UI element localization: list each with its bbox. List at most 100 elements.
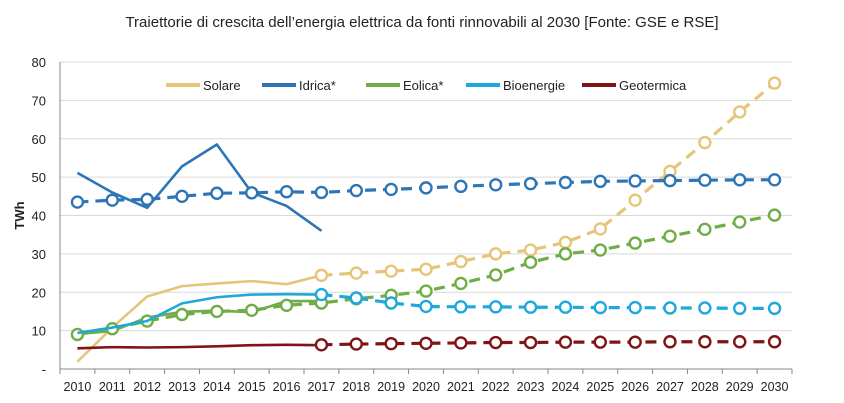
data-point xyxy=(419,262,433,276)
data-point xyxy=(523,300,538,314)
data-point xyxy=(558,235,573,250)
data-point xyxy=(489,268,503,282)
historical-line xyxy=(77,292,322,335)
historical-line xyxy=(77,343,322,350)
series-idrica xyxy=(70,143,782,232)
legend-label: Solare xyxy=(203,78,241,93)
legend-label: Idrica* xyxy=(299,78,336,93)
x-tick-label: 2018 xyxy=(342,380,370,394)
data-point xyxy=(523,176,538,191)
x-tick-label: 2014 xyxy=(203,380,231,394)
historical-line xyxy=(76,143,323,232)
data-point xyxy=(454,254,468,269)
data-point xyxy=(384,296,398,310)
data-point xyxy=(349,266,363,280)
data-point xyxy=(663,301,677,315)
data-point xyxy=(733,215,747,229)
x-tick-label: 2026 xyxy=(621,380,649,394)
data-point xyxy=(733,105,747,119)
legend-label: Bioenergie xyxy=(503,78,565,93)
x-tick-label: 2012 xyxy=(133,380,161,394)
legend-item: Eolica* xyxy=(366,78,443,93)
series-bioenergie xyxy=(77,287,782,335)
y-tick-label: 10 xyxy=(32,324,46,339)
data-point xyxy=(593,335,607,349)
y-tick-label: 40 xyxy=(32,209,46,224)
legend-item: Solare xyxy=(166,78,241,93)
data-point xyxy=(698,135,712,150)
series-solare xyxy=(76,76,782,363)
x-tick-label: 2010 xyxy=(64,380,92,394)
x-tick-label: 2022 xyxy=(482,380,510,394)
x-tick-label: 2028 xyxy=(691,380,719,394)
data-point xyxy=(733,173,747,187)
series-group xyxy=(70,76,782,363)
data-point xyxy=(558,335,573,349)
data-point xyxy=(489,300,503,314)
data-point xyxy=(384,182,398,197)
x-tick-label: 2015 xyxy=(238,380,266,394)
y-tick-label: 70 xyxy=(32,93,46,108)
data-point xyxy=(105,193,119,207)
legend-label: Eolica* xyxy=(403,78,443,93)
y-tick-label: 60 xyxy=(32,132,46,147)
data-point xyxy=(733,335,747,349)
data-point xyxy=(489,247,503,261)
data-point xyxy=(523,335,538,350)
legend-item: Geotermica xyxy=(582,78,687,93)
data-point xyxy=(628,174,642,188)
data-point xyxy=(349,183,363,198)
x-tick-label: 2020 xyxy=(412,380,440,394)
data-point xyxy=(419,336,433,350)
data-point xyxy=(558,175,573,190)
data-point xyxy=(767,335,782,349)
data-point xyxy=(663,229,677,243)
data-point xyxy=(454,336,468,350)
data-point xyxy=(70,327,85,342)
y-axis-label: TWh xyxy=(12,201,27,229)
data-point xyxy=(279,298,294,312)
data-point xyxy=(314,287,329,302)
data-point xyxy=(698,335,712,349)
data-point xyxy=(245,186,259,200)
data-point xyxy=(767,173,782,187)
data-point xyxy=(663,335,677,349)
data-point xyxy=(419,181,433,195)
data-point xyxy=(698,173,712,187)
x-tick-label: 2025 xyxy=(586,380,614,394)
data-point xyxy=(210,186,224,200)
x-tick-label: 2024 xyxy=(552,380,580,394)
data-point xyxy=(314,185,329,200)
data-point xyxy=(175,307,189,322)
data-point xyxy=(593,174,607,189)
data-point xyxy=(767,301,782,316)
data-point xyxy=(698,222,712,237)
data-point xyxy=(279,185,294,199)
x-tick-label: 2016 xyxy=(273,380,301,394)
data-point xyxy=(767,208,782,222)
data-point xyxy=(175,189,189,204)
legend-item: Idrica* xyxy=(262,78,336,93)
x-tick-label: 2030 xyxy=(761,380,789,394)
x-tick-label: 2011 xyxy=(99,380,126,394)
y-tick-label: 80 xyxy=(32,55,46,70)
x-tick-label: 2023 xyxy=(517,380,545,394)
data-point xyxy=(767,76,782,90)
data-point xyxy=(698,301,712,315)
legend: Solare Idrica* Eolica* Bioenergie Geotermica xyxy=(166,78,687,93)
data-point xyxy=(70,195,85,209)
data-point xyxy=(454,300,468,314)
data-point xyxy=(314,338,329,352)
data-point xyxy=(593,300,607,315)
y-tick-label: 50 xyxy=(32,170,46,185)
historical-line xyxy=(76,274,322,363)
data-point xyxy=(454,276,468,291)
data-point xyxy=(733,301,747,316)
data-point xyxy=(628,300,642,315)
series-geotermica xyxy=(77,335,782,352)
data-point xyxy=(210,304,224,319)
data-point xyxy=(593,243,607,257)
